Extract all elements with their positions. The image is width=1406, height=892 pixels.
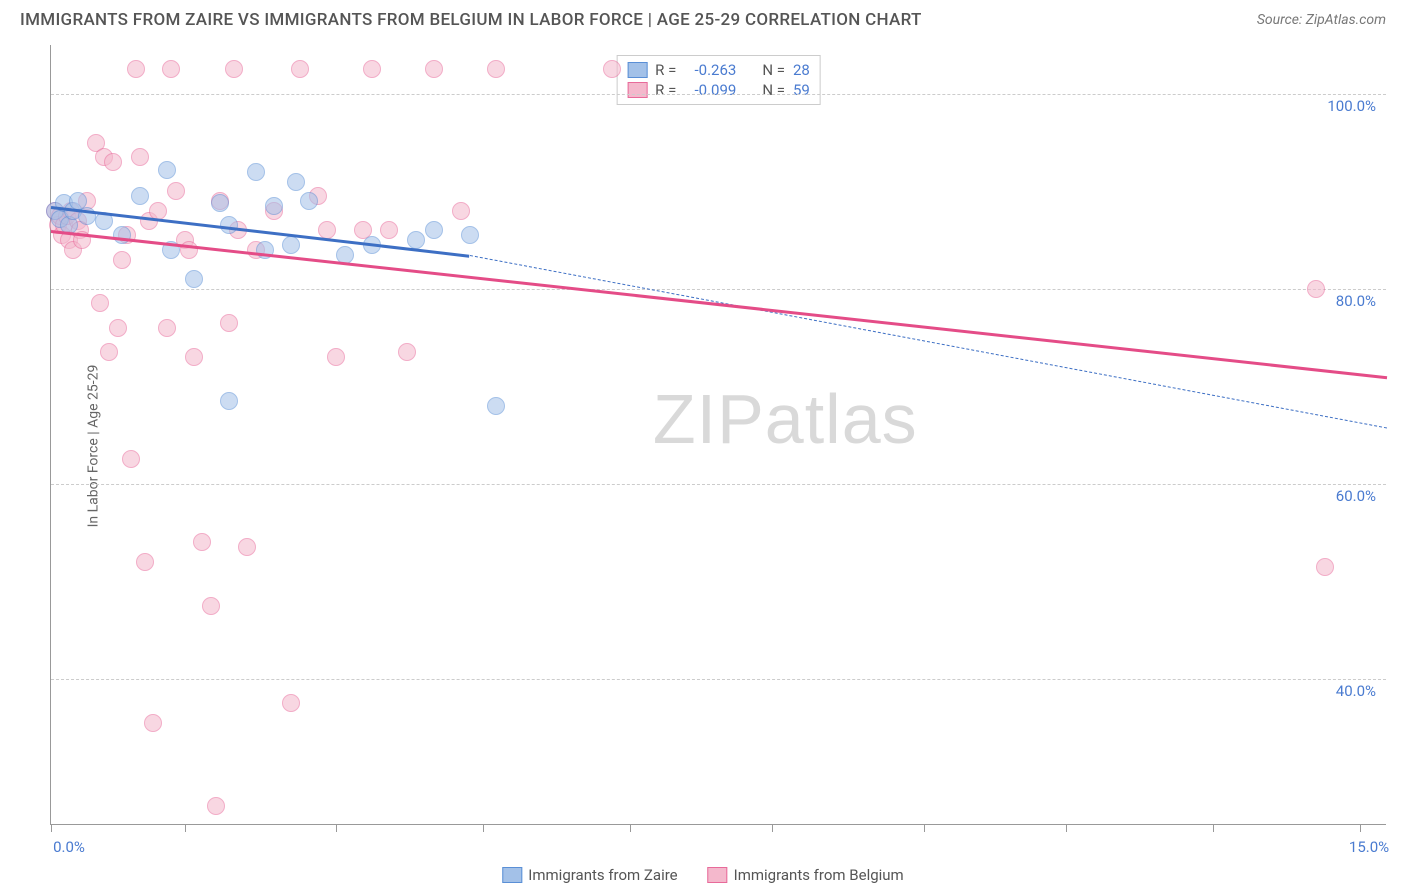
series-legend-item: Immigrants from Belgium: [708, 866, 904, 884]
scatter-point: [282, 236, 300, 254]
scatter-point: [225, 60, 243, 78]
scatter-point: [202, 597, 220, 615]
scatter-point: [425, 221, 443, 239]
n-label: N =: [762, 81, 785, 99]
scatter-point: [327, 348, 345, 366]
title-bar: IMMIGRANTS FROM ZAIRE VS IMMIGRANTS FROM…: [0, 0, 1406, 36]
scatter-point: [158, 319, 176, 337]
legend-swatch: [502, 867, 522, 883]
scatter-point: [122, 450, 140, 468]
scatter-point: [363, 60, 381, 78]
trend-line-extrapolated: [470, 255, 1388, 429]
gridline: [51, 94, 1386, 95]
scatter-point: [193, 533, 211, 551]
scatter-point: [300, 192, 318, 210]
scatter-point: [91, 294, 109, 312]
scatter-point: [282, 694, 300, 712]
scatter-point: [109, 319, 127, 337]
x-tick-label: 15.0%: [1349, 838, 1389, 856]
n-value: 59: [793, 81, 810, 99]
x-tick: [924, 824, 925, 832]
legend-swatch: [627, 82, 647, 98]
scatter-point: [207, 797, 225, 815]
scatter-point: [211, 194, 229, 212]
trend-line: [51, 230, 1387, 379]
scatter-point: [238, 538, 256, 556]
chart-title: IMMIGRANTS FROM ZAIRE VS IMMIGRANTS FROM…: [20, 10, 922, 30]
scatter-point: [247, 163, 265, 181]
scatter-point: [398, 343, 416, 361]
r-label: R =: [655, 61, 676, 79]
scatter-point: [158, 161, 176, 179]
series-label: Immigrants from Belgium: [734, 866, 904, 884]
scatter-point: [461, 226, 479, 244]
scatter-point: [104, 153, 122, 171]
x-tick: [336, 824, 337, 832]
gridline: [51, 484, 1386, 485]
scatter-point: [487, 60, 505, 78]
x-tick: [1360, 824, 1361, 832]
gridline: [51, 679, 1386, 680]
scatter-point: [265, 197, 283, 215]
scatter-point: [113, 251, 131, 269]
scatter-point: [162, 60, 180, 78]
legend-swatch: [708, 867, 728, 883]
y-tick-label: 40.0%: [1336, 682, 1376, 700]
r-label: R =: [655, 81, 676, 99]
y-tick-label: 100.0%: [1327, 97, 1376, 115]
scatter-point: [291, 60, 309, 78]
scatter-point: [1316, 558, 1334, 576]
x-tick: [1066, 824, 1067, 832]
watermark: ZIPatlas: [653, 379, 918, 459]
series-legend-item: Immigrants from Zaire: [502, 866, 677, 884]
stats-legend: R = -0.263 N = 28 R = -0.099 N = 59: [616, 55, 821, 105]
scatter-point: [287, 173, 305, 191]
scatter-point: [185, 348, 203, 366]
scatter-point: [144, 714, 162, 732]
x-tick: [185, 824, 186, 832]
scatter-point: [185, 270, 203, 288]
scatter-point: [127, 60, 145, 78]
stats-legend-row: R = -0.263 N = 28: [627, 60, 810, 80]
series-legend: Immigrants from Zaire Immigrants from Bel…: [502, 866, 903, 884]
scatter-point: [603, 60, 621, 78]
plot-area: ZIPatlas R = -0.263 N = 28 R = -0.099 N = 59 40…: [50, 45, 1386, 825]
scatter-point: [1307, 280, 1325, 298]
r-value: -0.263: [684, 61, 736, 79]
scatter-point: [487, 397, 505, 415]
scatter-point: [220, 314, 238, 332]
x-tick: [51, 824, 52, 832]
scatter-point: [407, 231, 425, 249]
scatter-point: [131, 187, 149, 205]
scatter-point: [100, 343, 118, 361]
scatter-point: [136, 553, 154, 571]
scatter-point: [425, 60, 443, 78]
n-value: 28: [793, 61, 810, 79]
r-value: -0.099: [684, 81, 736, 99]
x-tick: [630, 824, 631, 832]
scatter-point: [452, 202, 470, 220]
scatter-point: [167, 182, 185, 200]
legend-swatch: [627, 62, 647, 78]
gridline: [51, 289, 1386, 290]
source-label: Source: ZipAtlas.com: [1257, 12, 1386, 28]
x-tick-label: 0.0%: [53, 838, 85, 856]
n-label: N =: [762, 61, 785, 79]
scatter-point: [131, 148, 149, 166]
x-tick: [483, 824, 484, 832]
stats-legend-row: R = -0.099 N = 59: [627, 80, 810, 100]
y-tick-label: 60.0%: [1336, 487, 1376, 505]
scatter-point: [220, 392, 238, 410]
y-tick-label: 80.0%: [1336, 292, 1376, 310]
x-tick: [772, 824, 773, 832]
series-label: Immigrants from Zaire: [528, 866, 677, 884]
x-tick: [1213, 824, 1214, 832]
scatter-point: [380, 221, 398, 239]
